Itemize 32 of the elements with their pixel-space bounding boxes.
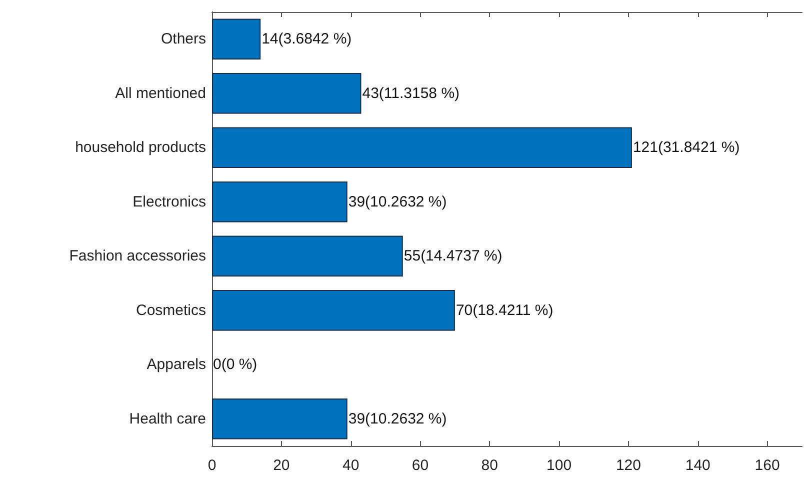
x-tick-label: 100 [546,457,572,474]
x-tick-label: 80 [481,457,498,474]
x-tick-label: 60 [412,457,429,474]
data-label: 39(10.2632 %) [348,193,447,210]
y-tick-label: Cosmetics [136,302,206,319]
y-tick-label: Apparels [146,356,206,374]
bar [212,127,632,168]
y-tick-label: Health care [129,410,206,428]
bar [212,236,403,276]
data-label: 70(18.4211 %) [456,302,554,319]
y-tick-label: All mentioned [115,84,206,102]
data-label: 43(11.3158 %) [362,84,460,102]
bar [212,398,348,440]
data-label: 121(31.8421 %) [632,139,740,156]
y-tick-label: Electronics [132,193,206,210]
x-tick-label: 160 [754,457,780,474]
x-tick-label: 0 [208,457,216,474]
bar [212,182,348,222]
x-tick-label: 140 [685,457,710,474]
x-tick-label: 120 [616,457,641,474]
y-tick-label: household products [75,139,206,156]
x-tick-label: 20 [273,457,290,474]
x-tick-label: 40 [342,457,360,474]
bar [212,73,362,114]
data-label: 0(0 %) [213,356,258,374]
data-label: 39(10.2632 %) [348,410,447,428]
bar [212,18,261,60]
y-tick-label: Fashion accessories [69,248,206,265]
y-tick-label: Others [160,30,206,48]
data-label: 55(14.4737 %) [404,248,502,265]
data-label: 14(3.6842 %) [262,30,352,48]
bar [212,290,455,331]
